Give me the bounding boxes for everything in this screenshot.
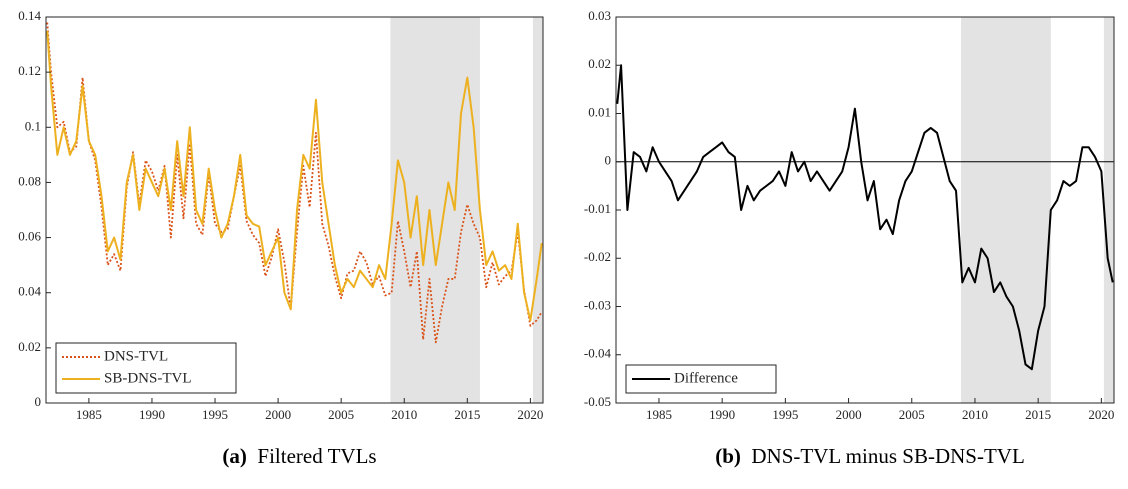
- legend: DNS-TVL SB-DNS-TVL: [55, 342, 237, 394]
- x-tick-label: 2010: [391, 407, 417, 422]
- x-tick-label: 1995: [772, 407, 798, 422]
- legend-label: DNS-TVL: [104, 348, 168, 364]
- y-tick-label: 0: [605, 153, 612, 168]
- caption-label: (b): [715, 444, 741, 468]
- shaded-period: [532, 17, 543, 403]
- x-tick-label: 1985: [646, 407, 672, 422]
- y-tick-label: -0.04: [584, 346, 612, 361]
- y-tick-label: 0.01: [588, 104, 611, 119]
- legend: Difference: [625, 364, 777, 394]
- legend-label: SB-DNS-TVL: [104, 370, 192, 386]
- x-tick-label: 2020: [1088, 407, 1114, 422]
- caption: (b) DNS-TVL minus SB-DNS-TVL: [715, 444, 1025, 468]
- legend-box: [55, 342, 237, 394]
- legend-label: Difference: [674, 370, 738, 386]
- x-tick-label: 2000: [265, 407, 291, 422]
- x-tick-label: 2015: [454, 407, 480, 422]
- shaded-period: [1103, 17, 1114, 403]
- x-tick-label: 1990: [139, 407, 165, 422]
- x-tick-label: 2015: [1025, 407, 1051, 422]
- y-tick-label: 0.08: [18, 173, 41, 188]
- y-tick-label: 0.04: [18, 284, 41, 299]
- y-tick-label: -0.03: [584, 297, 611, 312]
- x-tick-label: 1985: [76, 407, 102, 422]
- axes-box: [45, 16, 544, 404]
- caption: (a) Filtered TVLs: [222, 444, 376, 468]
- data-line: [46, 30, 543, 322]
- x-tick-label: 1990: [709, 407, 735, 422]
- x-tick-label: 2020: [517, 407, 543, 422]
- y-tick-label: 0.02: [18, 339, 41, 354]
- x-tick-label: 2005: [899, 407, 925, 422]
- y-tick-label: -0.01: [584, 201, 611, 216]
- data-line: [616, 64, 1114, 371]
- y-tick-label: -0.02: [584, 249, 611, 264]
- caption-text: DNS-TVL minus SB-DNS-TVL: [751, 444, 1024, 468]
- y-tick-label: 0.02: [588, 56, 611, 71]
- caption-label: (a): [222, 444, 247, 468]
- x-tick-label: 2000: [836, 407, 862, 422]
- x-tick-label: 2005: [328, 407, 354, 422]
- y-tick-label: 0.06: [18, 229, 41, 244]
- y-tick-label: -0.05: [584, 394, 611, 409]
- y-tick-label: 0: [35, 394, 42, 409]
- caption-text: Filtered TVLs: [257, 444, 376, 468]
- x-tick-label: 1995: [202, 407, 228, 422]
- y-tick-label: 0.03: [588, 8, 611, 23]
- y-tick-label: 0.12: [18, 63, 41, 78]
- y-tick-label: 0.1: [25, 118, 41, 133]
- x-tick-label: 2010: [962, 407, 988, 422]
- shaded-period: [961, 17, 1051, 403]
- y-tick-label: 0.14: [18, 8, 41, 23]
